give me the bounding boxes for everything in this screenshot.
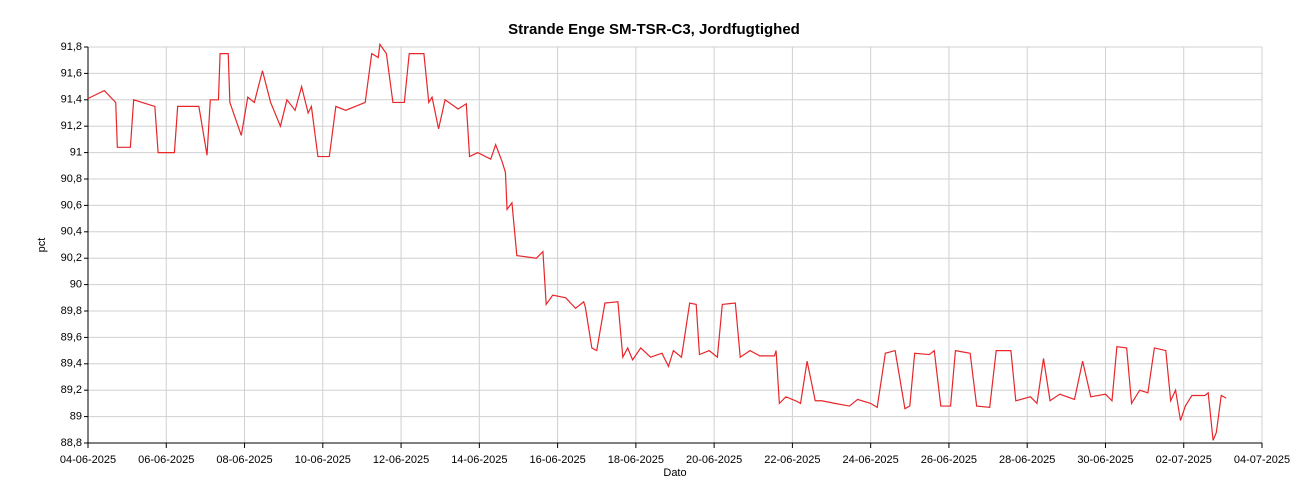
y-tick-label: 91 <box>70 147 82 159</box>
x-tick-label: 02-07-2025 <box>1156 454 1212 466</box>
y-tick-label: 90,8 <box>61 173 82 185</box>
y-tick-label: 91,2 <box>61 120 82 132</box>
x-tick-label: 10-06-2025 <box>295 454 351 466</box>
y-tick-label: 90,6 <box>61 199 82 211</box>
x-tick-label: 18-06-2025 <box>608 454 664 466</box>
y-tick-label: 89,6 <box>61 331 82 343</box>
y-tick-label: 91,4 <box>61 94 82 106</box>
x-tick-label: 30-06-2025 <box>1077 454 1133 466</box>
y-tick-label: 90,2 <box>61 252 82 264</box>
x-axis-label: Dato <box>663 467 686 479</box>
y-tick-label: 89,8 <box>61 305 82 317</box>
y-tick-label: 91,8 <box>61 41 82 53</box>
x-tick-label: 14-06-2025 <box>451 454 507 466</box>
x-tick-label: 22-06-2025 <box>764 454 820 466</box>
y-tick-label: 89,2 <box>61 384 82 396</box>
y-tick-label: 89,4 <box>61 358 82 370</box>
x-tick-label: 26-06-2025 <box>921 454 977 466</box>
data-line <box>87 42 1227 441</box>
y-tick-label: 90 <box>70 279 82 291</box>
x-tick-label: 16-06-2025 <box>529 454 585 466</box>
x-tick-label: 08-06-2025 <box>216 454 272 466</box>
x-tick-label: 20-06-2025 <box>686 454 742 466</box>
y-axis-label: pct <box>36 238 48 253</box>
x-tick-label: 12-06-2025 <box>373 454 429 466</box>
x-tick-label: 06-06-2025 <box>138 454 194 466</box>
x-tick-label: 24-06-2025 <box>843 454 899 466</box>
x-tick-label: 04-07-2025 <box>1234 454 1290 466</box>
y-tick-label: 89 <box>70 411 82 423</box>
y-tick-label: 90,4 <box>61 226 82 238</box>
x-tick-label: 28-06-2025 <box>999 454 1055 466</box>
x-tick-label: 04-06-2025 <box>60 454 116 466</box>
chart-title: Strande Enge SM-TSR-C3, Jordfugtighed <box>508 21 800 38</box>
y-tick-label: 91,6 <box>61 67 82 79</box>
y-tick-label: 88,8 <box>61 437 82 449</box>
